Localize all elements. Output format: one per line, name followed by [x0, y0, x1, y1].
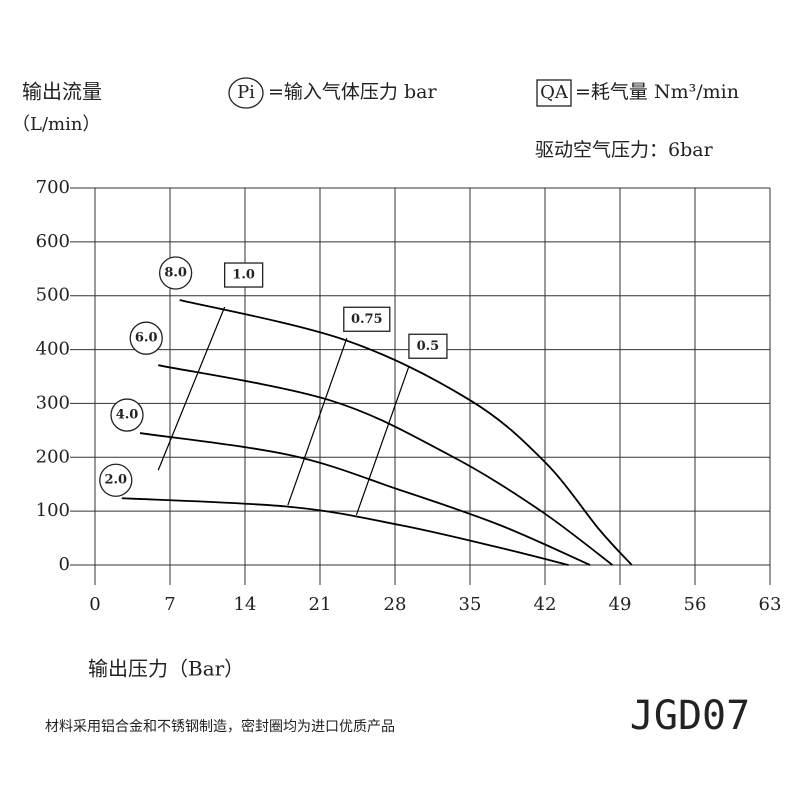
legend-qa-symbol: QA: [540, 82, 569, 103]
curve-label: 4.0: [116, 408, 139, 423]
consumption-label: 1.0: [232, 268, 255, 283]
y-tick-label: 700: [36, 177, 70, 198]
x-tick-label: 14: [234, 594, 257, 615]
footnote: 材料采用铝合金和不锈钢制造，密封圈均为进口优质产品: [45, 718, 395, 735]
x-tick-label: 63: [759, 594, 782, 615]
y-tick-label: 100: [36, 500, 70, 521]
x-tick-label: 0: [89, 594, 100, 615]
pressure-curve: [139, 432, 591, 566]
y-axis-label: 输出流量: [22, 80, 102, 104]
consumption-label: 0.5: [417, 339, 440, 354]
pressure-curve: [179, 299, 633, 566]
y-tick-label: 0: [59, 554, 70, 575]
curve-label-circle: [129, 321, 163, 355]
model-name: JGD07: [630, 693, 750, 739]
curve-label: 2.0: [104, 473, 127, 488]
curve-label-circle: [158, 256, 193, 290]
curve-label: 8.0: [164, 266, 187, 281]
curve-label: 6.0: [135, 331, 158, 346]
pressure-curve: [158, 364, 614, 566]
y-tick-label: 500: [36, 285, 70, 306]
pressure-curve: [121, 497, 569, 566]
consumption-line: [287, 338, 348, 506]
y-tick-label: 300: [36, 392, 70, 413]
consumption-line: [157, 306, 226, 471]
legend-pi-text: =输入气体压力 bar: [268, 81, 437, 103]
y-tick-label: 600: [36, 231, 70, 252]
consumption-label-box: [408, 333, 448, 359]
x-tick-label: 56: [684, 594, 707, 615]
x-axis-label: 输出压力（Bar）: [88, 657, 244, 681]
consumption-label: 0.75: [351, 312, 383, 327]
y-tick-label: 400: [36, 339, 70, 360]
drive-pressure: 驱动空气压力：6bar: [535, 139, 714, 161]
legend-box: [536, 79, 572, 107]
consumption-label-box: [223, 262, 264, 288]
x-tick-label: 28: [384, 594, 407, 615]
legend-pi-symbol: Pi: [237, 82, 255, 103]
consumption-label-box: [343, 306, 391, 332]
curve-label-circle: [99, 463, 133, 497]
x-tick-label: 49: [609, 594, 632, 615]
consumption-line: [355, 366, 410, 516]
legend-circle: [228, 77, 264, 109]
x-tick-label: 21: [309, 594, 332, 615]
legend-qa-text: =耗气量 Nm³/min: [575, 81, 739, 103]
y-axis-unit: （L/min）: [12, 114, 100, 135]
x-tick-label: 42: [534, 594, 557, 615]
curve-label-circle: [110, 398, 144, 432]
x-tick-label: 35: [459, 594, 482, 615]
x-tick-label: 7: [164, 594, 175, 615]
y-tick-label: 200: [36, 446, 70, 467]
